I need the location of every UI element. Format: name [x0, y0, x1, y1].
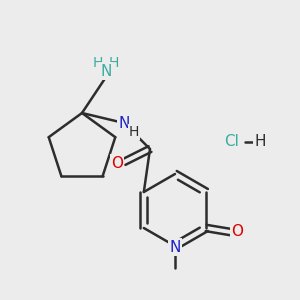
Text: H: H: [109, 56, 119, 70]
Text: O: O: [111, 155, 123, 170]
Text: H: H: [93, 56, 103, 70]
Text: H: H: [129, 125, 139, 139]
Text: Cl: Cl: [225, 134, 239, 149]
Text: N: N: [169, 239, 181, 254]
Text: N: N: [100, 64, 112, 79]
Text: O: O: [231, 224, 243, 239]
Text: H: H: [254, 134, 266, 149]
Text: N: N: [118, 116, 130, 130]
